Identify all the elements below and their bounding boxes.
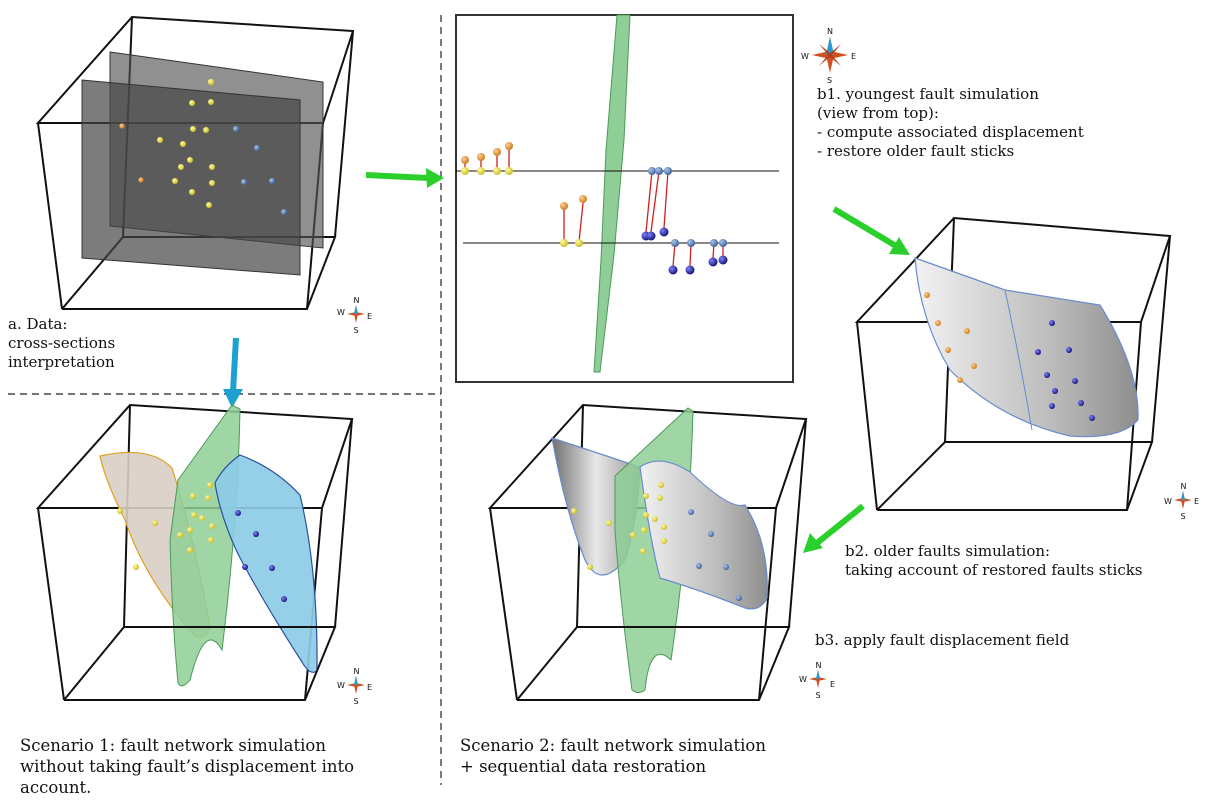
cross-section-front <box>81 79 301 276</box>
compass-s2: N S E W <box>799 661 835 700</box>
points-blue-b1 <box>641 227 728 275</box>
compass-s1: N S E W <box>337 667 372 706</box>
arrow-a-to-b1 <box>365 168 444 188</box>
panel-a-cube <box>35 15 355 310</box>
compass-b1: N S E W <box>801 27 856 85</box>
compass-n: N <box>1181 482 1187 491</box>
compass-s: S <box>354 697 359 706</box>
fault-youngest <box>593 14 631 373</box>
arrow-b1-to-b2 <box>832 206 910 255</box>
fault-youngest-3d <box>914 257 1139 438</box>
scenario1-cube <box>35 403 354 701</box>
compass-e: E <box>367 683 372 692</box>
label-scenario1: Scenario 1: fault network simulation wit… <box>20 736 355 797</box>
compass-w: W <box>799 675 807 684</box>
compass-n: N <box>354 667 360 676</box>
label-b1: b1. youngest fault simulation (view from… <box>817 85 1084 160</box>
compass-e: E <box>830 680 835 689</box>
compass-w: W <box>337 308 345 317</box>
compass-s: S <box>1181 512 1186 521</box>
compass-n: N <box>827 27 833 36</box>
compass-w: W <box>1164 497 1172 506</box>
label-a-data: a. Data: cross-sections interpretation <box>8 315 116 371</box>
label-scenario2: Scenario 2: fault network simulation + s… <box>460 736 766 776</box>
panel-b2-cube <box>854 216 1172 511</box>
compass-e: E <box>851 52 856 61</box>
compass-s: S <box>354 326 359 335</box>
compass-a: N S E W <box>337 296 372 335</box>
fault-grey-right <box>639 460 768 610</box>
label-b2: b2. older faults simulation: taking acco… <box>845 542 1143 579</box>
compass-b2: N S E W <box>1164 482 1199 521</box>
compass-e: E <box>367 312 372 321</box>
compass-w: W <box>337 681 345 690</box>
arrow-b2-to-b3 <box>803 503 865 553</box>
data-points-a <box>119 78 287 215</box>
points-yellow-b1 <box>461 167 583 247</box>
compass-s: S <box>827 76 832 85</box>
points-orange-b1 <box>461 142 587 210</box>
compass-n: N <box>816 661 822 670</box>
fault-green <box>169 404 241 687</box>
arrow-a-to-scenario1 <box>223 337 243 408</box>
compass-w: W <box>801 52 809 61</box>
scenario2-cube <box>487 403 808 701</box>
compass-n: N <box>354 296 360 305</box>
panel-b1-topview <box>455 14 794 383</box>
compass-s: S <box>816 691 821 700</box>
points-steel-b1 <box>648 167 727 247</box>
label-b3: b3. apply fault displacement field <box>815 631 1070 649</box>
compass-e: E <box>1194 497 1199 506</box>
